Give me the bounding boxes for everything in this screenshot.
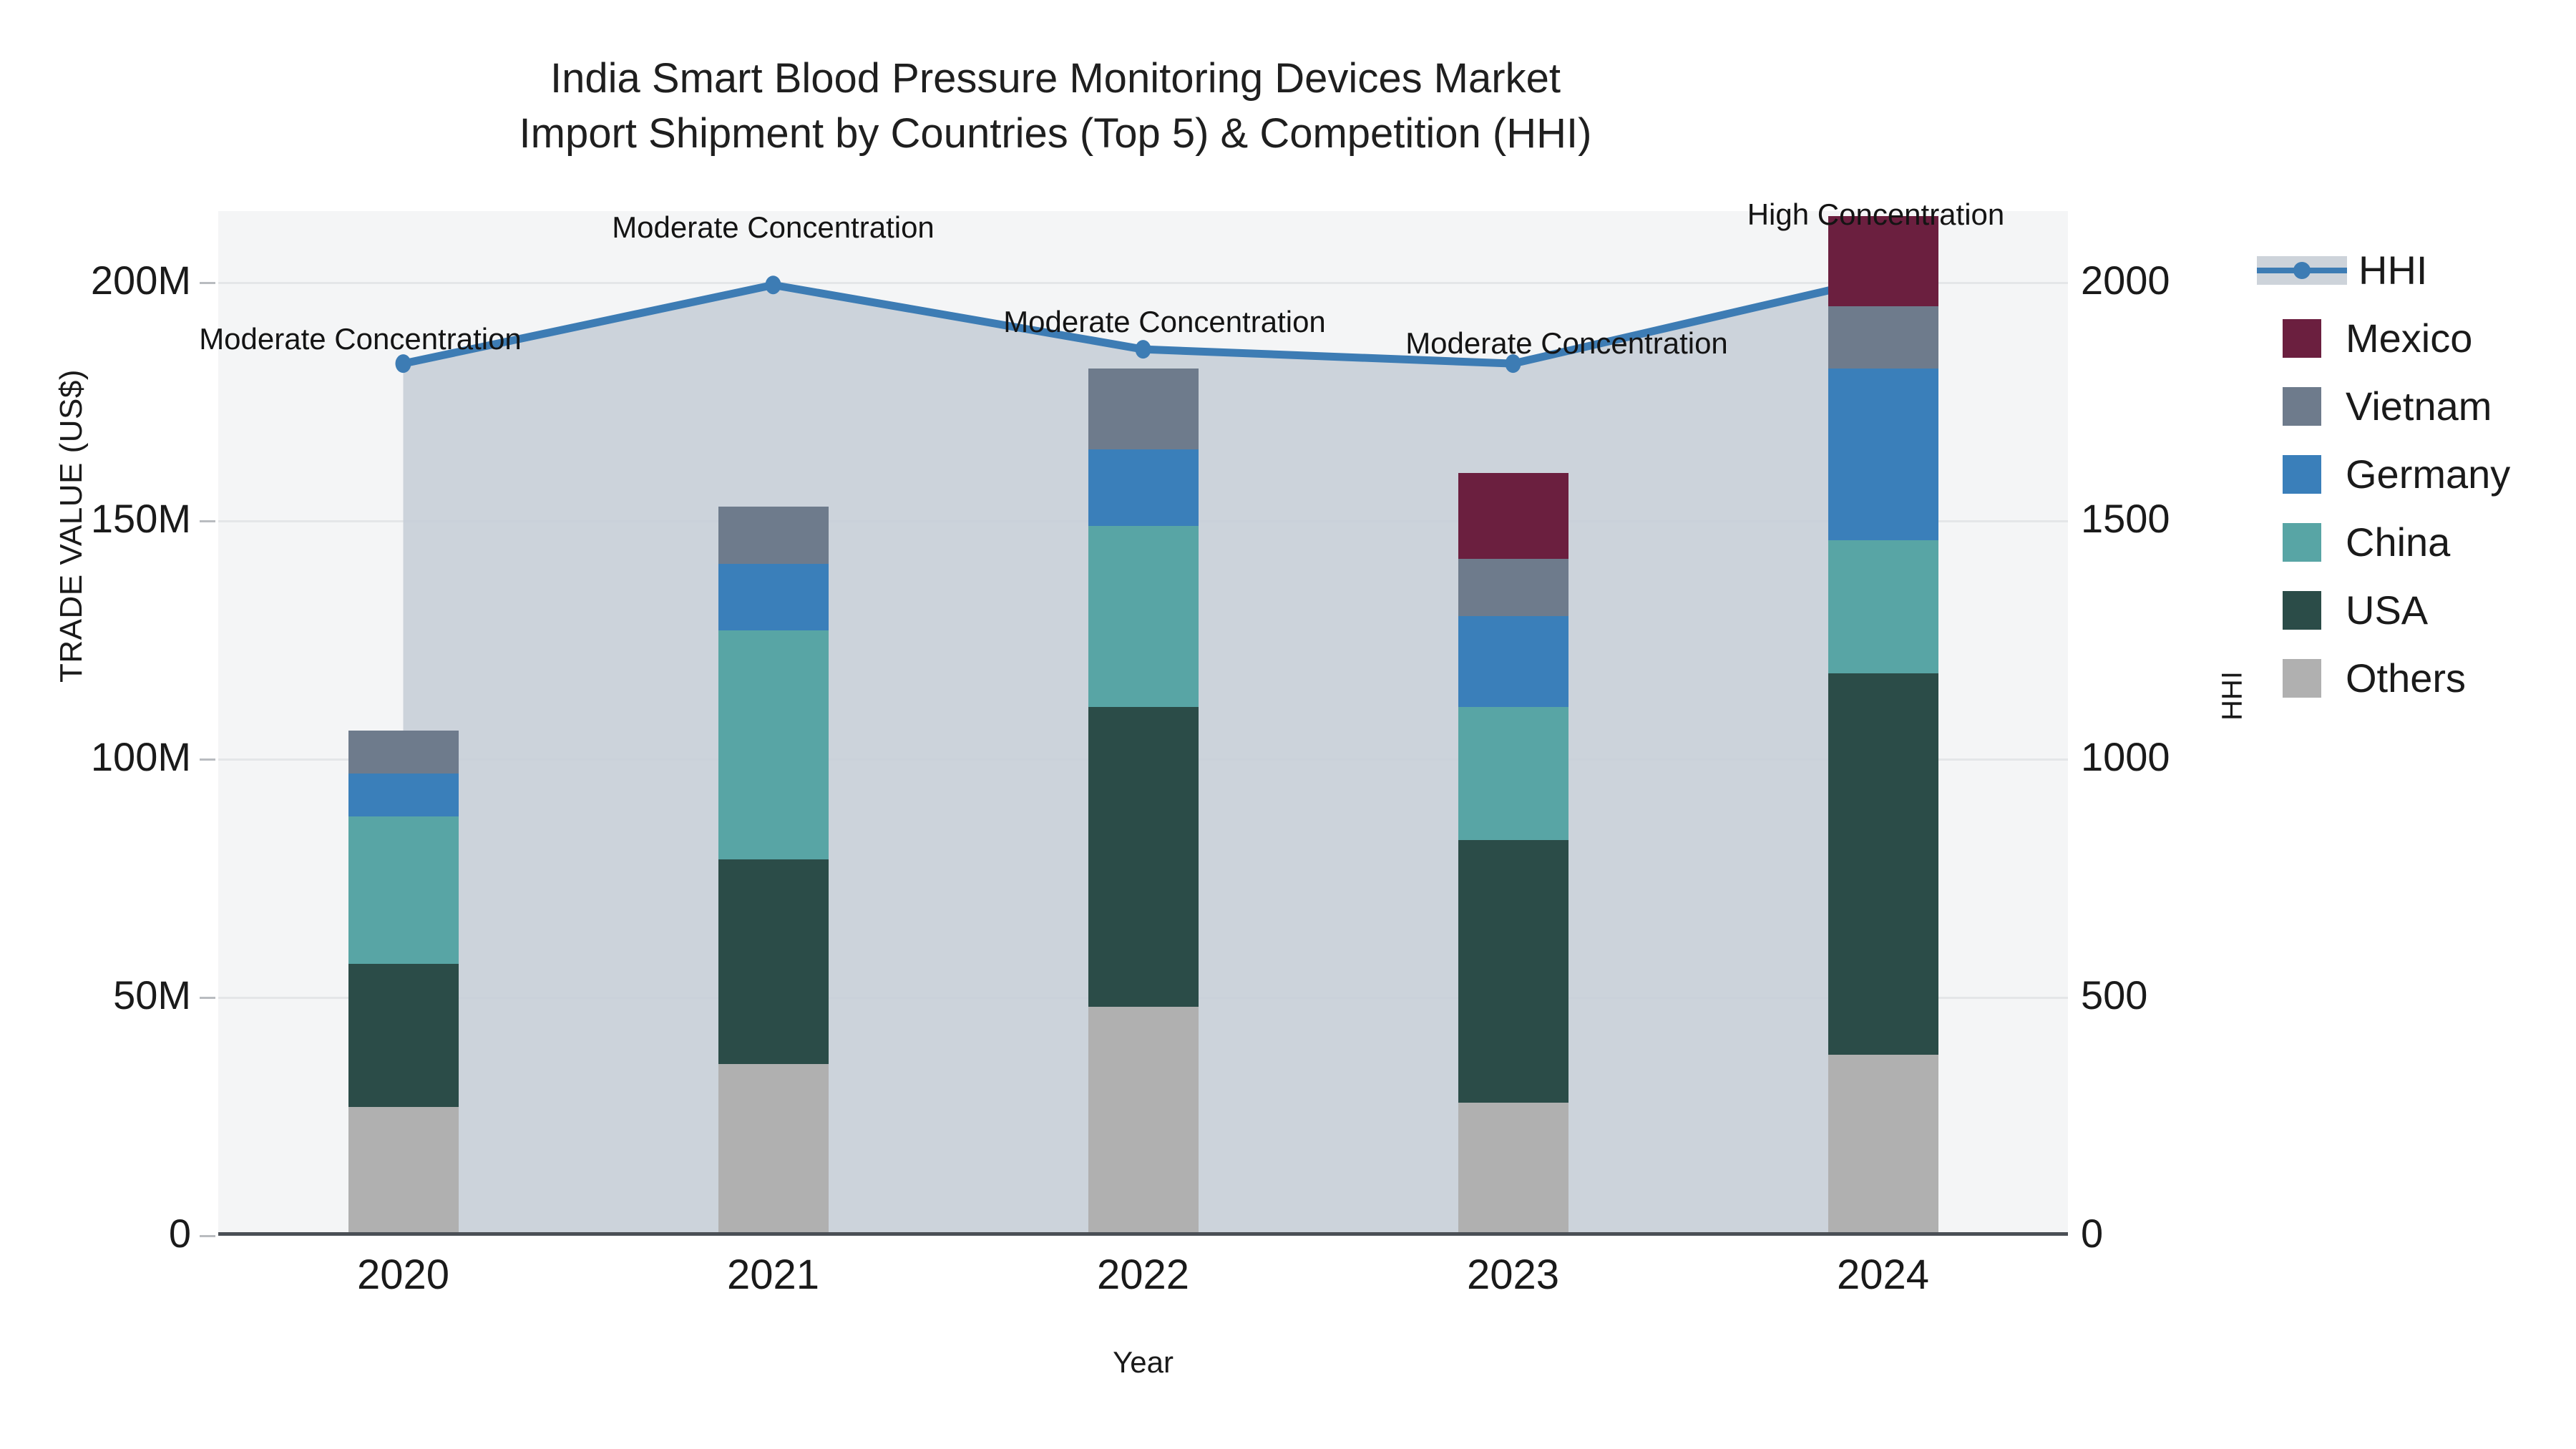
annotation-label: Moderate Concentration (199, 322, 522, 356)
x-axis-tick-label: 2024 (1836, 1252, 1930, 1298)
annotation-label: Moderate Concentration (1405, 326, 1728, 361)
legend-item-label: Mexico (2346, 316, 2473, 361)
bar-segment-vietnam[interactable] (1458, 559, 1568, 617)
y-axis-left-tickmark (200, 281, 215, 284)
legend-item-hhi[interactable]: HHI (2257, 236, 2569, 304)
bar-segment-mexico[interactable] (1458, 473, 1568, 560)
y-axis-right-tick-label: 500 (2081, 972, 2148, 1018)
bar-segment-usa[interactable] (1828, 673, 1938, 1055)
legend-color-swatch-icon (2283, 386, 2321, 426)
legend-item-label: China (2346, 519, 2451, 565)
legend-color-swatch-icon (2283, 522, 2321, 562)
bar-stack[interactable] (1828, 211, 1938, 1236)
plot-inner (218, 211, 2068, 1236)
x-axis-tick-label: 2022 (1096, 1252, 1190, 1298)
hhi-point-marker[interactable] (1505, 354, 1521, 374)
bar-segment-germany[interactable] (348, 773, 459, 816)
legend-item-vietnam[interactable]: Vietnam (2283, 372, 2569, 440)
bar-segment-germany[interactable] (1458, 616, 1568, 707)
bar-segment-china[interactable] (1828, 540, 1938, 674)
x-axis-line (218, 1232, 2068, 1236)
legend-item-label: Germany (2346, 452, 2511, 497)
legend-color-swatch-icon (2283, 658, 2321, 698)
legend-item-label: USA (2346, 587, 2429, 633)
y-axis-left-tick-label: 50M (113, 972, 191, 1018)
legend-item-label: Others (2346, 655, 2467, 701)
bar-segment-others[interactable] (348, 1107, 459, 1236)
annotation-label: Moderate Concentration (612, 210, 935, 245)
legend-item-label: Vietnam (2346, 384, 2492, 429)
legend-item-usa[interactable]: USA (2283, 576, 2569, 644)
bar-stack[interactable] (718, 211, 829, 1236)
y-axis-right-tick-label: 1000 (2081, 733, 2170, 779)
y-axis-right-tick-label: 0 (2081, 1211, 2104, 1256)
legend-color-swatch-icon (2283, 590, 2321, 630)
bar-segment-vietnam[interactable] (1088, 368, 1199, 450)
plot-area (218, 211, 2068, 1236)
y-axis-left-tick-label: 150M (90, 495, 191, 541)
y-axis-left-tick-label: 100M (90, 733, 191, 779)
bar-segment-germany[interactable] (718, 563, 829, 631)
bar-segment-mexico[interactable] (1828, 215, 1938, 307)
bar-segment-usa[interactable] (1458, 840, 1568, 1103)
chart-title-line-1: India Smart Blood Pressure Monitoring De… (550, 55, 1561, 102)
y-axis-left-tick-label: 0 (168, 1211, 191, 1256)
legend-item-china[interactable]: China (2283, 508, 2569, 576)
bar-segment-vietnam[interactable] (1828, 306, 1938, 369)
y-axis-left-tickmark (200, 996, 215, 999)
bar-segment-germany[interactable] (1088, 449, 1199, 526)
bar-segment-china[interactable] (348, 816, 459, 965)
bar-segment-usa[interactable] (1088, 706, 1199, 1008)
bar-segment-china[interactable] (1458, 706, 1568, 841)
hhi-point-marker[interactable] (1135, 340, 1151, 359)
x-axis-tick-label: 2023 (1466, 1252, 1560, 1298)
gridline-right (218, 281, 2068, 284)
hhi-point-marker[interactable] (765, 275, 781, 295)
y-axis-left-tickmark (200, 519, 215, 522)
bar-segment-germany[interactable] (1828, 368, 1938, 540)
bar-segment-usa[interactable] (718, 859, 829, 1065)
y-axis-right-tick-label: 1500 (2081, 495, 2170, 541)
bar-segment-vietnam[interactable] (348, 731, 459, 774)
legend-item-others[interactable]: Others (2283, 644, 2569, 712)
legend-color-swatch-icon (2283, 454, 2321, 494)
legend-line-swatch-icon (2257, 255, 2347, 285)
legend: HHI Mexico Vietnam Germany China USA Others (2257, 236, 2569, 712)
hhi-point-marker[interactable] (395, 354, 411, 374)
bar-stack[interactable] (1088, 211, 1199, 1236)
bar-segment-others[interactable] (1828, 1054, 1938, 1236)
x-axis-tick-label: 2020 (356, 1252, 450, 1298)
bar-segment-others[interactable] (1088, 1007, 1199, 1236)
y-axis-left-tickmark (200, 1235, 215, 1237)
y-axis-left-tickmark (200, 758, 215, 761)
bar-stack[interactable] (1458, 211, 1568, 1236)
legend-item-mexico[interactable]: Mexico (2283, 304, 2569, 372)
chart-title: India Smart Blood Pressure Monitoring De… (0, 52, 2111, 161)
bar-stack[interactable] (348, 211, 459, 1236)
annotation-label: Moderate Concentration (1003, 305, 1326, 339)
y-axis-left-tick-label: 200M (90, 257, 191, 303)
bar-segment-others[interactable] (1458, 1102, 1568, 1236)
bar-segment-vietnam[interactable] (718, 506, 829, 564)
y-axis-right-title: HHI (2216, 671, 2248, 721)
y-axis-right-tick-label: 2000 (2081, 257, 2170, 303)
bar-segment-china[interactable] (1088, 525, 1199, 707)
annotation-label: High Concentration (1747, 197, 2005, 232)
legend-item-germany[interactable]: Germany (2283, 440, 2569, 508)
bar-segment-usa[interactable] (348, 964, 459, 1108)
x-axis-tick-label: 2021 (726, 1252, 820, 1298)
legend-item-label: HHI (2358, 248, 2428, 293)
legend-line-marker-icon (2293, 261, 2311, 279)
y-axis-left-title: TRADE VALUE (US$) (54, 369, 89, 683)
bar-segment-others[interactable] (718, 1064, 829, 1236)
chart-title-line-2: Import Shipment by Countries (Top 5) & C… (519, 109, 1592, 157)
bar-series-layer (218, 211, 2068, 1236)
legend-color-swatch-icon (2283, 318, 2321, 358)
bar-segment-china[interactable] (718, 630, 829, 859)
x-axis-title: Year (1113, 1345, 1174, 1379)
